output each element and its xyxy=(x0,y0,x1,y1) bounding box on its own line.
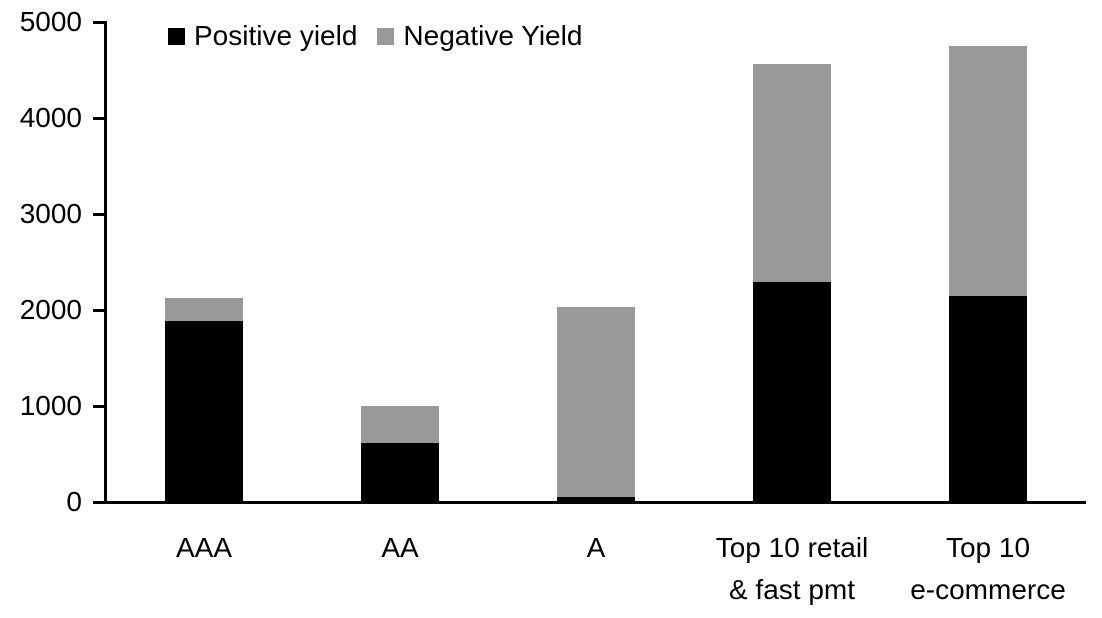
y-axis-tick xyxy=(93,21,106,24)
x-category-label: AA xyxy=(302,527,498,569)
bar-segment-positive-yield xyxy=(557,497,635,502)
x-category-label: Top 10 e-commerce xyxy=(890,527,1086,611)
x-category-label: Top 10 retail & fast pmt xyxy=(694,527,890,611)
bar-segment-positive-yield xyxy=(361,443,439,502)
y-axis-tick xyxy=(93,405,106,408)
x-category-label-line: & fast pmt xyxy=(728,574,856,605)
y-tick-label: 0 xyxy=(66,486,82,517)
legend-swatch-icon xyxy=(377,27,395,45)
legend-swatch-icon xyxy=(168,27,185,45)
y-tick-label: 1000 xyxy=(19,390,82,421)
x-category-label-line: AAA xyxy=(175,532,233,563)
legend-item: Negative Yield xyxy=(377,19,582,53)
bar-segment-negative-yield xyxy=(949,46,1027,296)
bar-segment-positive-yield xyxy=(165,320,243,502)
bar-segment-negative-yield xyxy=(753,64,831,283)
x-category-label: A xyxy=(498,527,694,569)
bar-segment-negative-yield xyxy=(557,306,635,498)
x-category-label-line: e-commerce xyxy=(910,574,1066,605)
bar-segment-negative-yield xyxy=(361,406,439,444)
legend-label: Positive yield xyxy=(194,20,358,51)
y-tick-label: 3000 xyxy=(19,198,82,229)
x-category-label-line: Top 10 xyxy=(945,532,1031,563)
x-axis-line xyxy=(104,501,1086,504)
chart-legend: Positive yield Negative Yield xyxy=(168,19,582,53)
y-axis-line xyxy=(104,21,107,504)
y-tick-label: 4000 xyxy=(19,102,82,133)
x-category-label-line: Top 10 retail xyxy=(715,532,869,563)
y-tick-label: 2000 xyxy=(19,294,82,325)
legend-item: Positive yield xyxy=(168,19,357,53)
y-tick-label: 5000 xyxy=(19,6,82,37)
y-axis-tick xyxy=(93,213,106,216)
y-axis-tick xyxy=(93,117,106,120)
x-category-label-line: AA xyxy=(381,532,419,563)
bar-segment-positive-yield xyxy=(949,295,1027,502)
bar-segment-negative-yield xyxy=(165,298,243,321)
y-axis-tick xyxy=(93,309,106,312)
x-category-label: AAA xyxy=(106,527,302,569)
x-category-label-line: A xyxy=(586,532,606,563)
bar-segment-positive-yield xyxy=(753,282,831,502)
legend-label: Negative Yield xyxy=(403,20,583,51)
y-axis-tick xyxy=(93,501,106,504)
